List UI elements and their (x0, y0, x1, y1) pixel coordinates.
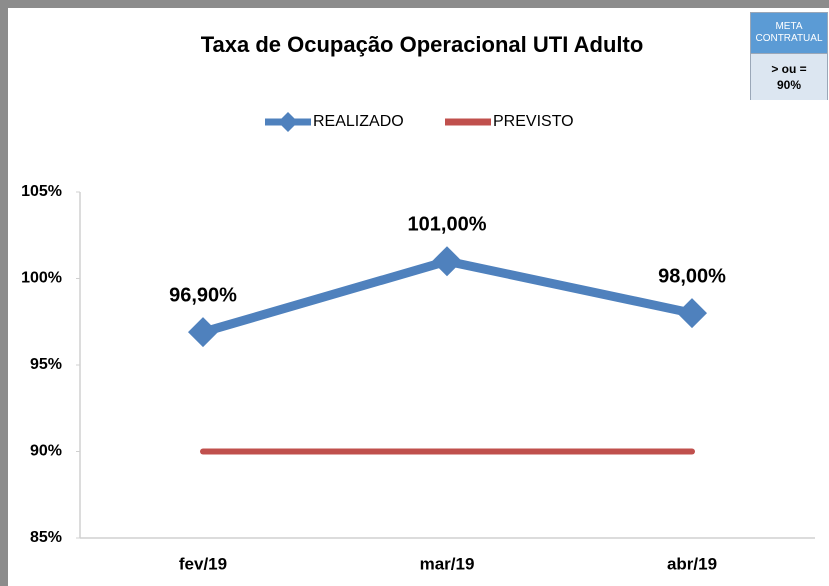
meta-text: > ou = 90% (751, 54, 827, 100)
y-tick-label: 95% (30, 356, 62, 373)
y-tick-label: 100% (21, 270, 62, 287)
meta-header: META CONTRATUAL (751, 13, 827, 54)
legend-label: REALIZADO (313, 113, 404, 130)
legend-marker (278, 112, 298, 132)
x-tick-label: mar/19 (420, 554, 475, 573)
x-tick-label: fev/19 (179, 554, 227, 573)
data-label: 98,00% (658, 265, 726, 287)
meta-box: META CONTRATUAL > ou = 90% (750, 12, 828, 100)
y-tick-label: 85% (30, 529, 62, 546)
y-tick-label: 105% (21, 183, 62, 200)
legend-label: PREVISTO (493, 113, 574, 130)
x-tick-label: abr/19 (667, 554, 717, 573)
data-label: 96,90% (169, 284, 237, 306)
data-label: 101,00% (408, 213, 487, 235)
chart-title: Taxa de Ocupação Operacional UTI Adulto (201, 32, 644, 57)
point-marker (432, 246, 462, 277)
point-marker (188, 317, 218, 348)
point-marker (677, 298, 707, 329)
y-tick-label: 90% (30, 443, 62, 460)
